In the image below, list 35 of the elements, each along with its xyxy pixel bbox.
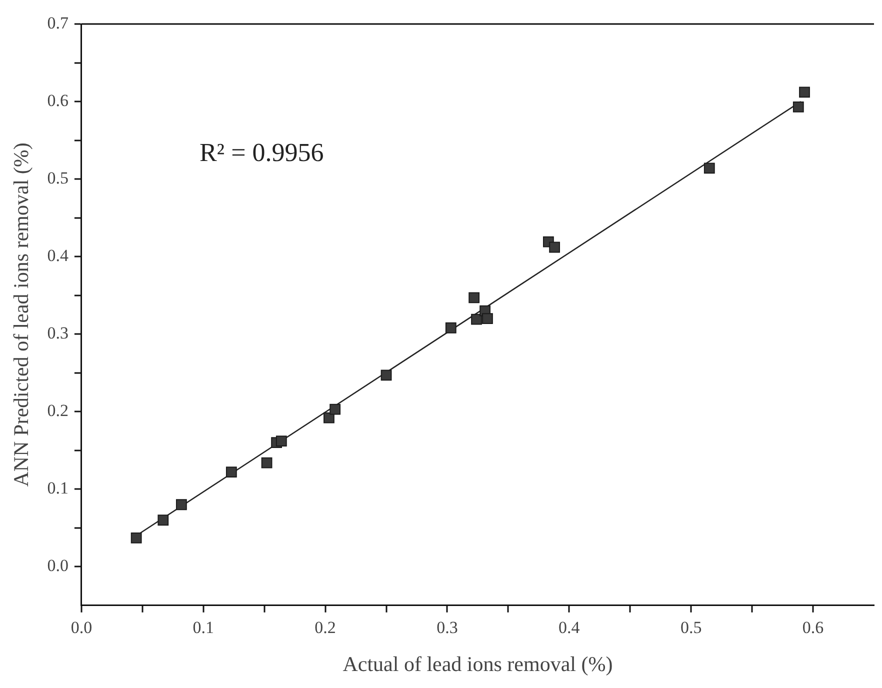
- y-tick-label: 0.2: [47, 401, 68, 420]
- x-tick-label: 0.5: [680, 618, 702, 638]
- x-tick-label: 0.6: [802, 618, 824, 638]
- y-tick-label: 0.7: [47, 13, 69, 32]
- point: [276, 436, 287, 447]
- y-tick-label: 0.3: [47, 324, 68, 343]
- y-tick-label: 0.0: [47, 556, 68, 576]
- x-tick-label: 0.2: [314, 618, 336, 638]
- x-tick-label: 0.1: [192, 618, 214, 638]
- point: [468, 292, 480, 304]
- point: [261, 457, 272, 468]
- point: [330, 404, 341, 415]
- x-tick-label: 0.3: [436, 618, 458, 638]
- annotation: R² = 0.9956: [199, 138, 324, 167]
- point: [226, 466, 237, 478]
- x-tick-label: 0.4: [558, 618, 580, 638]
- point: [380, 370, 392, 381]
- point: [799, 86, 810, 98]
- y-tick-label: 0.5: [47, 168, 68, 188]
- point: [471, 314, 482, 325]
- point: [482, 313, 493, 324]
- x-tick-label: 0.0: [70, 618, 92, 638]
- point: [130, 532, 142, 544]
- point: [549, 242, 560, 253]
- point: [158, 514, 169, 526]
- x-axis-title: Actual of lead ions removal (%): [342, 652, 613, 676]
- point: [176, 499, 187, 510]
- point: [445, 322, 456, 334]
- y-axis-title: ANN Predicted of lead ions removal (%): [9, 142, 34, 487]
- point: [324, 412, 334, 424]
- y-tick-label: 0.4: [47, 246, 69, 266]
- point: [704, 162, 715, 174]
- y-tick-label: 0.1: [47, 478, 68, 498]
- point: [792, 101, 804, 112]
- y-tick-label: 0.6: [47, 90, 68, 110]
